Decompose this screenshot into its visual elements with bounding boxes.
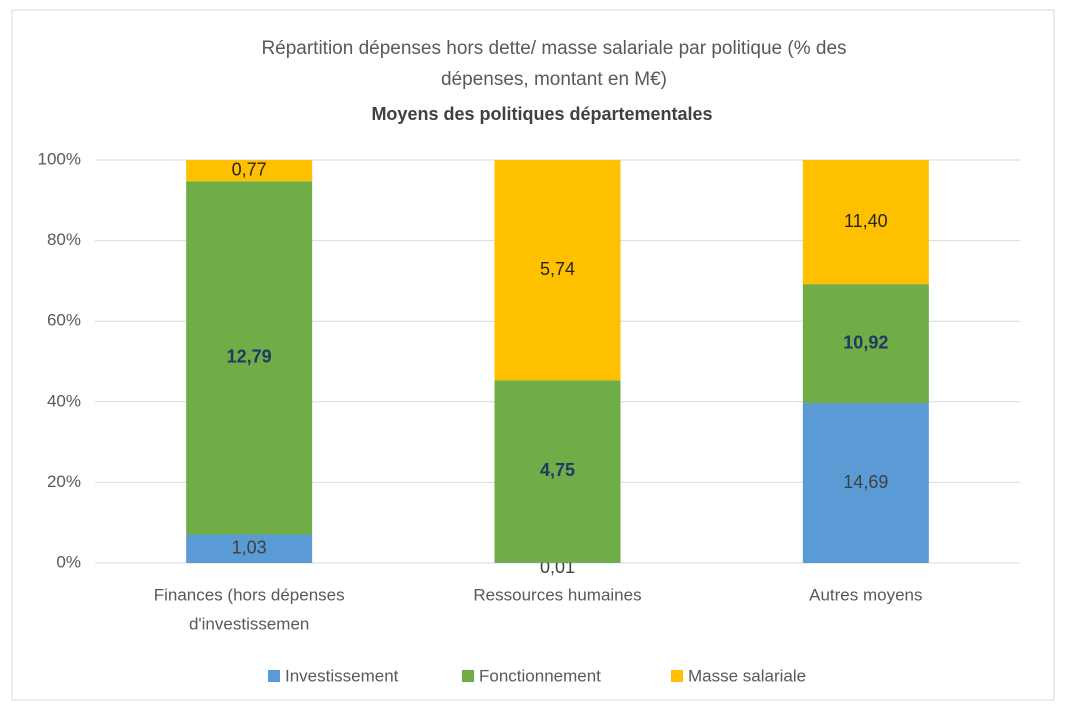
data-label: 12,79	[227, 347, 272, 367]
x-tick-label: Finances (hors dépenses	[154, 585, 345, 604]
bar-segment	[802, 160, 929, 285]
legend-label: Fonctionnement	[479, 666, 601, 685]
legend-swatch	[268, 670, 280, 682]
data-label: 1,03	[232, 538, 267, 558]
data-label: 14,69	[843, 472, 888, 492]
y-tick-label: 60%	[47, 311, 81, 330]
chart-subtitle: Moyens des politiques départementales	[371, 104, 712, 124]
chart-title: Répartition dépenses hors dette/ masse s…	[261, 38, 846, 59]
bar-segment	[494, 380, 621, 563]
x-tick-label: Ressources humaines	[473, 585, 641, 604]
x-tick-label: Autres moyens	[809, 585, 922, 604]
chart-title: dépenses, montant en M€)	[441, 69, 667, 90]
bar-segment	[186, 181, 313, 535]
bar-segment	[186, 160, 313, 182]
bar-segment	[494, 160, 621, 381]
y-tick-label: 80%	[47, 230, 81, 249]
data-label: 4,75	[540, 460, 575, 480]
data-label: 10,92	[843, 332, 888, 352]
data-label: 11,40	[844, 211, 888, 231]
bar-segment	[186, 534, 313, 563]
y-tick-label: 0%	[56, 552, 81, 571]
legend-label: Masse salariale	[688, 666, 806, 685]
y-tick-label: 100%	[38, 149, 81, 168]
y-tick-label: 40%	[47, 391, 81, 410]
legend-label: Investissement	[285, 666, 399, 685]
bar-segment	[802, 284, 929, 404]
y-tick-label: 20%	[47, 472, 81, 491]
legend-swatch	[462, 670, 474, 682]
data-label: 0,77	[232, 159, 267, 179]
data-label: 5,74	[540, 259, 575, 279]
x-tick-label: d'investissemen	[189, 614, 309, 633]
bar-segment	[802, 403, 929, 563]
legend-swatch	[671, 670, 683, 682]
